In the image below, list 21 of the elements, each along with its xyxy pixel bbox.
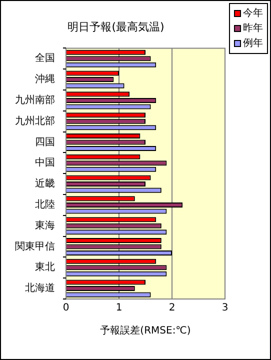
x-tick-label: 3 [222, 302, 228, 314]
x-tick-label: 0 [62, 302, 70, 314]
legend-label: 例年 [243, 37, 263, 51]
y-tick-label: 東海 [35, 219, 55, 232]
y-tick-label: 関東甲信 [15, 240, 55, 252]
x-tick-label: 1 [116, 302, 122, 314]
y-tick-label: 北陸 [35, 198, 55, 211]
y-tick-label: 近畿 [35, 178, 55, 190]
y-tick-label: 四国 [35, 136, 55, 148]
legend-label: 昨年 [243, 22, 263, 36]
y-tick-label: 全国 [35, 52, 55, 64]
x-tick-label: 2 [168, 302, 176, 314]
legend-label: 今年 [243, 7, 263, 21]
y-tick-label: 沖縄 [35, 73, 55, 86]
y-tick-label: 中国 [35, 156, 55, 169]
chart-title: 明日予報(最高気温) [68, 20, 164, 34]
y-tick-label: 北海道 [25, 282, 55, 294]
y-tick-label: 九州北部 [15, 114, 55, 127]
y-tick-label: 東北 [35, 261, 55, 274]
y-tick-label: 九州南部 [15, 94, 55, 106]
x-axis-title: 予報誤差(RMSE:℃) [100, 324, 191, 337]
